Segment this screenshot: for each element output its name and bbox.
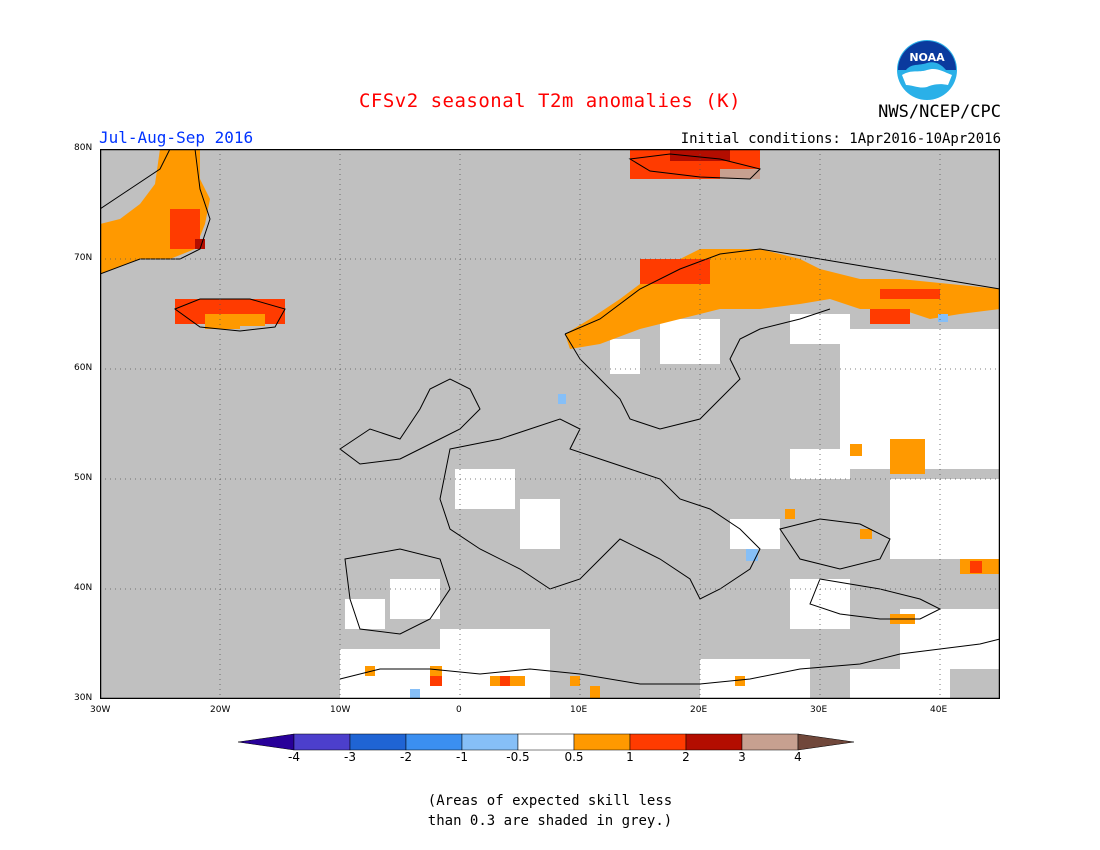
colorbar-bin (405, 733, 463, 751)
lat-label: 70N (74, 253, 93, 263)
lon-label: 20E (690, 705, 708, 715)
gridlines (100, 149, 1000, 699)
lon-label: 20W (210, 705, 231, 715)
colorbar-bin (741, 733, 799, 751)
map-title: CFSv2 seasonal T2m anomalies (K) (358, 90, 742, 112)
anomaly-map (100, 149, 1000, 699)
lon-label: 0 (456, 705, 462, 715)
season-label: Jul-Aug-Sep 2016 (99, 128, 254, 147)
colorbar-bin (797, 733, 855, 751)
colorbar-bin (349, 733, 407, 751)
colorbar-tick-label: 3 (738, 750, 746, 764)
lon-label: 10W (330, 705, 351, 715)
colorbar (238, 733, 855, 751)
lon-label: 30W (90, 705, 111, 715)
colorbar-bin (685, 733, 743, 751)
map-frame (100, 149, 1000, 699)
colorbar-tick-label: 4 (794, 750, 802, 764)
lat-label: 60N (74, 363, 93, 373)
skill-note-line1: (Areas of expected skill less (427, 793, 673, 809)
positive-anomaly-areas (100, 149, 1000, 699)
colorbar-tick-label: -3 (344, 750, 356, 764)
colorbar-bin (573, 733, 631, 751)
lat-label: 40N (74, 583, 93, 593)
colorbar-tick-label: -1 (456, 750, 468, 764)
colorbar-bin (293, 733, 351, 751)
colorbar-tick-label: 2 (682, 750, 690, 764)
lat-label: 80N (74, 143, 93, 153)
neutral-anomaly-areas (340, 314, 1000, 699)
colorbar-tick-label: -4 (288, 750, 300, 764)
colorbar-tick-label: -2 (400, 750, 412, 764)
colorbar-tick-label: -0.5 (506, 750, 530, 764)
lat-label: 50N (74, 473, 93, 483)
colorbar-tick-label: 1 (626, 750, 634, 764)
agency-label: NWS/NCEP/CPC (878, 102, 1001, 122)
coastlines (100, 149, 1000, 685)
colorbar-bin (517, 733, 575, 751)
skill-note-line2: than 0.3 are shaded in grey.) (427, 813, 673, 829)
lon-label: 40E (930, 705, 948, 715)
lon-label: 30E (810, 705, 828, 715)
lat-label: 30N (74, 693, 93, 703)
initial-conditions: Initial conditions: 1Apr2016-10Apr2016 (680, 131, 1001, 147)
colorbar-bin (629, 733, 687, 751)
colorbar-tick-label: 0.5 (564, 750, 584, 764)
colorbar-bin (461, 733, 519, 751)
colorbar-bin (238, 733, 295, 751)
lon-label: 10E (570, 705, 588, 715)
skill-note: (Areas of expected skill less than 0.3 a… (0, 791, 1100, 831)
noaa-logo: NOAA (897, 40, 957, 100)
noaa-logo-text: NOAA (909, 51, 945, 64)
